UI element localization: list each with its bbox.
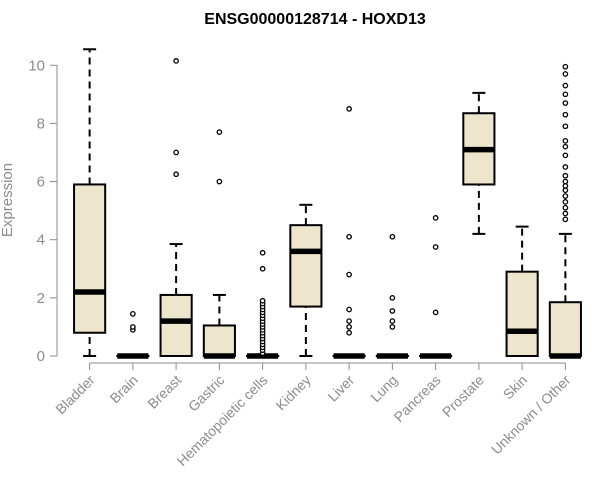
- box-kidney: [289, 203, 323, 357]
- x-tick-label: Unknown / Other: [488, 372, 574, 458]
- outlier-point: [562, 204, 569, 211]
- outlier-point: [389, 318, 396, 324]
- outlier-point: [173, 171, 179, 178]
- outlier-point: [346, 106, 352, 112]
- y-axis-label: Expression: [0, 163, 16, 237]
- outlier-point: [562, 138, 569, 144]
- chart-title: ENSG00000128714 - HOXD13: [204, 11, 426, 28]
- x-tick-label: Kidney: [272, 372, 314, 414]
- outlier-point: [562, 123, 569, 130]
- outlier-point: [562, 164, 569, 170]
- outlier-point: [562, 216, 569, 223]
- outlier-point: [562, 111, 569, 118]
- outlier-point: [259, 297, 266, 304]
- outlier-point: [432, 309, 439, 316]
- outlier-point: [173, 58, 179, 64]
- box-body: [202, 324, 236, 358]
- outlier-point: [216, 129, 223, 135]
- x-tick-label: Bladder: [52, 372, 98, 418]
- outlier-point: [389, 295, 396, 301]
- outlier-point: [562, 100, 569, 106]
- outlier-point: [346, 233, 352, 240]
- outlier-point: [130, 324, 136, 330]
- x-tick-label: Gastric: [185, 372, 228, 415]
- box-body: [159, 293, 193, 358]
- x-tick-label: Breast: [144, 372, 184, 412]
- y-tick-label: 4: [37, 232, 45, 249]
- box-skin: [505, 225, 539, 357]
- box-gastric: [202, 129, 236, 359]
- outlier-point: [432, 215, 439, 221]
- outlier-point: [562, 91, 569, 98]
- outlier-point: [562, 152, 569, 159]
- x-tick-label: Lung: [367, 372, 400, 405]
- outlier-point: [562, 143, 569, 150]
- box-pancreas: [419, 215, 453, 359]
- outlier-point: [562, 178, 569, 185]
- box-hematopoietic-cells: [246, 249, 280, 359]
- outlier-point: [562, 193, 569, 199]
- x-tick-label: Skin: [500, 372, 531, 403]
- outlier-point: [346, 306, 352, 313]
- outlier-point: [389, 233, 396, 240]
- box-bladder: [73, 48, 107, 357]
- box-series: [73, 48, 582, 359]
- outlier-point: [259, 265, 266, 272]
- x-tick-label: Pancreas: [391, 372, 444, 425]
- box-prostate: [462, 91, 496, 235]
- outlier-point: [346, 318, 352, 324]
- outlier-point: [562, 63, 569, 70]
- outlier-point: [389, 324, 396, 330]
- y-tick-label: 0: [37, 348, 45, 365]
- outlier-point: [173, 149, 179, 156]
- outlier-point: [259, 249, 266, 256]
- x-tick-label: Brain: [107, 372, 141, 406]
- box-unknown-other: [548, 63, 582, 359]
- box-breast: [159, 58, 193, 358]
- outlier-point: [562, 71, 569, 77]
- y-axis: 0 2 4 6 8 10: [28, 57, 58, 365]
- outlier-point: [432, 244, 439, 250]
- outlier-point: [389, 308, 396, 314]
- box-lung: [375, 233, 409, 359]
- outlier-point: [562, 172, 569, 179]
- outlier-point: [562, 210, 569, 217]
- box-body: [548, 301, 582, 357]
- box-body: [505, 270, 539, 357]
- outlier-point: [346, 329, 352, 336]
- outlier-point: [562, 199, 569, 205]
- box-brain: [116, 310, 150, 359]
- y-tick-label: 6: [37, 174, 45, 191]
- y-tick-label: 2: [37, 290, 45, 307]
- outlier-point: [130, 310, 136, 317]
- outlier-point: [216, 178, 223, 185]
- box-liver: [332, 106, 366, 359]
- outlier-point: [346, 271, 352, 278]
- outlier-point: [346, 324, 352, 330]
- x-tick-label: Liver: [324, 372, 357, 405]
- box-body: [73, 183, 107, 334]
- outlier-point: [562, 82, 569, 89]
- y-tick-label: 10: [28, 57, 45, 74]
- y-tick-label: 8: [37, 115, 45, 132]
- box-body: [289, 224, 323, 308]
- x-tick-label: Prostate: [439, 372, 487, 420]
